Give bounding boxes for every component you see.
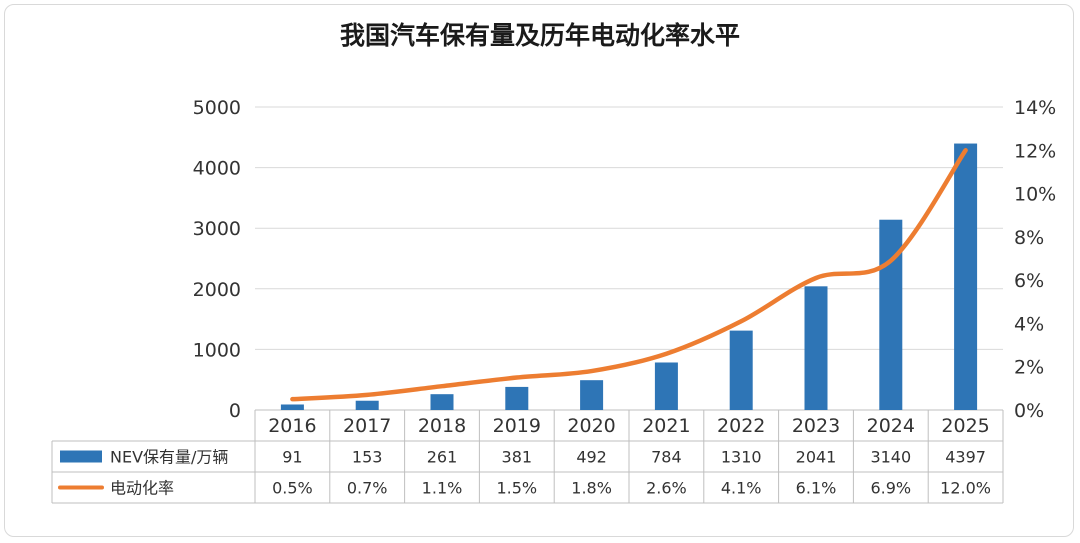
y-right-tick-label: 12% [1014, 140, 1056, 162]
y-right-tick-label: 4% [1014, 313, 1044, 335]
table-cell-value: 2.6% [646, 479, 687, 498]
table-cell-value: 1.5% [496, 479, 537, 498]
table-cell-value: 153 [352, 448, 383, 467]
table-cell-value: 3140 [870, 448, 911, 467]
chart-title: 我国汽车保有量及历年电动化率水平 [339, 21, 740, 50]
table-cell-value: 12.0% [940, 479, 991, 498]
x-category-label: 2022 [717, 415, 765, 437]
y-right-tick-label: 10% [1014, 184, 1056, 206]
bar [879, 219, 903, 410]
bar [280, 404, 304, 410]
x-category-label: 2025 [941, 415, 989, 437]
table-cell-value: 4397 [945, 448, 986, 467]
table-cell-value: 0.7% [347, 479, 388, 498]
data-table: 2016 2017 2018 2019 2020 2021 2022 2023 2024 2025… [51, 409, 1004, 504]
x-category-label: 2019 [493, 415, 541, 437]
y-left-tick-label: 4000 [193, 158, 241, 180]
bar [729, 330, 753, 410]
table-cell-value: 1.1% [422, 479, 463, 498]
bar [355, 400, 379, 410]
table-cell-value: 261 [427, 448, 458, 467]
axes: 0 1000 2000 3000 4000 5000 0% 2% 4% 6% 8% 10% 12% 14% [193, 97, 1057, 422]
y-right-tick-label: 8% [1014, 227, 1044, 249]
y-right-tick-label: 0% [1014, 400, 1044, 422]
y-left-tick-label: 5000 [193, 97, 241, 119]
table-cell-value: 1310 [721, 448, 762, 467]
legend-label: NEV保有量/万辆 [110, 448, 228, 467]
table-cell-value: 6.9% [870, 479, 911, 498]
x-category-label: 2017 [343, 415, 391, 437]
table-cell-value: 381 [502, 448, 533, 467]
y-left-tick-label: 1000 [193, 339, 241, 361]
table-cell-value: 91 [282, 448, 302, 467]
y-left-tick-label: 2000 [193, 279, 241, 301]
line-series [290, 148, 968, 402]
table-cell-value: 6.1% [796, 479, 837, 498]
legend-swatch-bar [60, 450, 102, 463]
bar [654, 362, 678, 410]
gridlines [255, 106, 1003, 350]
table-cell-value: 1.8% [571, 479, 612, 498]
x-category-label: 2024 [867, 415, 915, 437]
table-cell-value: 4.1% [721, 479, 762, 498]
bar [505, 386, 529, 410]
y-left-tick-label: 0 [229, 400, 241, 422]
x-category-label: 2020 [567, 415, 615, 437]
y-right-tick-label: 14% [1014, 97, 1056, 119]
table-cell-value: 492 [576, 448, 607, 467]
table-cell-value: 2041 [796, 448, 837, 467]
bar [580, 380, 604, 410]
chart-frame [4, 4, 1074, 537]
y-left-tick-label: 3000 [193, 218, 241, 240]
x-category-label: 2023 [792, 415, 840, 437]
legend-label: 电动化率 [110, 479, 174, 498]
x-category-label: 2021 [642, 415, 690, 437]
bar [430, 394, 454, 410]
table-cell-value: 784 [651, 448, 682, 467]
x-category-label: 2016 [268, 415, 316, 437]
bar [804, 286, 828, 410]
x-category-label: 2018 [418, 415, 466, 437]
bar-series [280, 143, 978, 410]
series-line-electrification [290, 148, 968, 402]
bar [954, 143, 978, 410]
y-right-tick-label: 6% [1014, 270, 1044, 292]
y-right-tick-label: 2% [1014, 357, 1044, 379]
table-cell-value: 0.5% [272, 479, 313, 498]
